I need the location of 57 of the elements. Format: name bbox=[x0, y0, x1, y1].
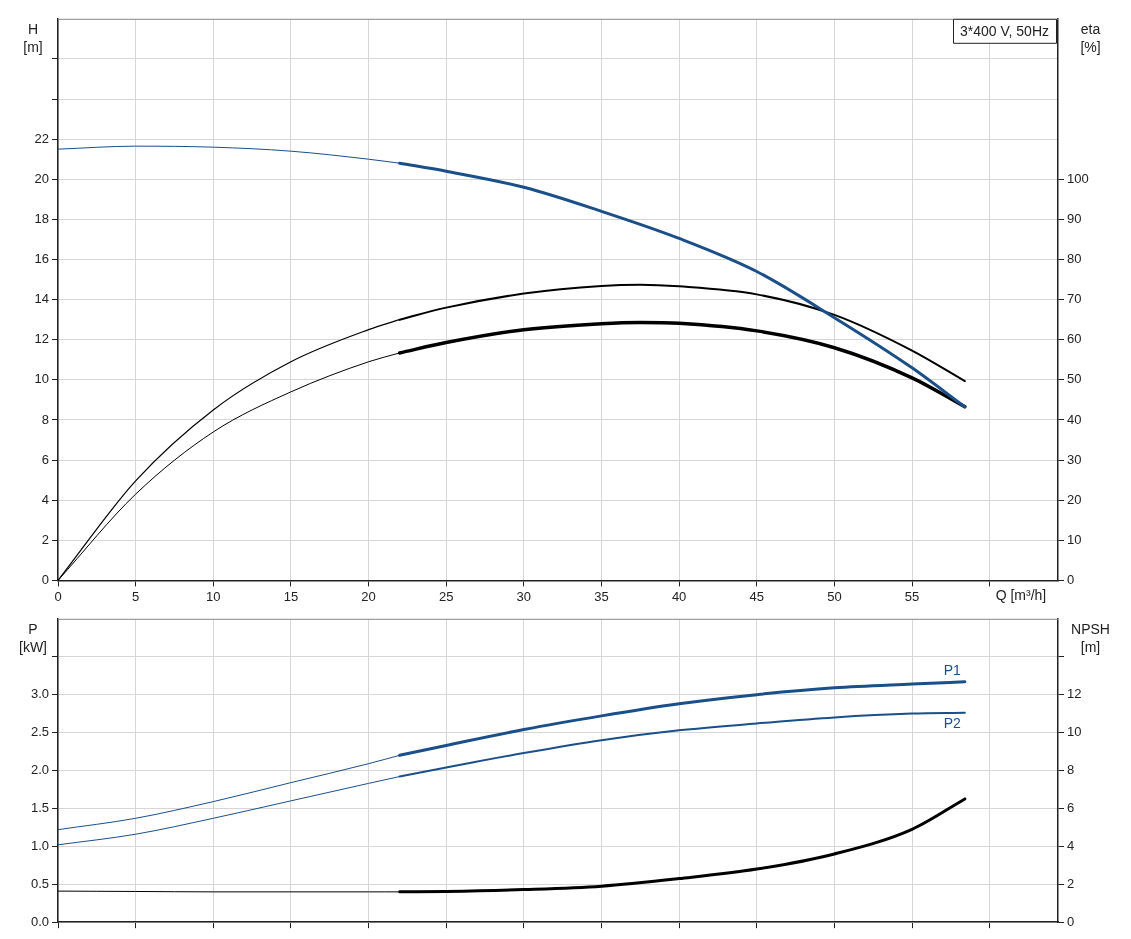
y-tick-label: 3.0 bbox=[30, 686, 49, 702]
y2-tick-label: 4 bbox=[1067, 837, 1075, 853]
y-tick-label: 6 bbox=[41, 451, 49, 467]
y-tick-label: 4 bbox=[41, 491, 49, 507]
x-tick-label: 30 bbox=[516, 588, 532, 604]
x-tick-label: 5 bbox=[132, 588, 140, 604]
y2-tick-label: 0 bbox=[1067, 571, 1075, 587]
y2-tick-label: 10 bbox=[1067, 531, 1082, 547]
y-axis-title: H [m] bbox=[23, 20, 43, 55]
x-tick-label: 20 bbox=[361, 588, 376, 604]
x-tick-label: 10 bbox=[206, 588, 221, 604]
y2-tick-label: 50 bbox=[1067, 371, 1082, 387]
x-tick-label: 55 bbox=[904, 588, 920, 604]
y2-tick-label: 6 bbox=[1067, 800, 1075, 815]
y-tick-label: 18 bbox=[34, 210, 49, 226]
y-tick-label: 14 bbox=[34, 291, 49, 307]
y-tick-label: 12 bbox=[34, 331, 49, 347]
x-tick-label: 50 bbox=[827, 588, 842, 604]
y-tick-label: 2 bbox=[41, 531, 49, 547]
y2-tick-label: 60 bbox=[1067, 331, 1082, 347]
y-tick-label: 16 bbox=[34, 251, 49, 267]
y2-tick-label: 70 bbox=[1067, 291, 1082, 307]
y2-axis-title: eta [%] bbox=[1080, 20, 1101, 55]
x-tick-label: 0 bbox=[54, 588, 62, 604]
y-tick-label: 10 bbox=[34, 371, 49, 387]
y-tick-label: 2.0 bbox=[30, 762, 49, 778]
y2-tick-label: 90 bbox=[1067, 210, 1082, 226]
y-tick-label: 2.5 bbox=[30, 724, 49, 740]
x-tick-label: 40 bbox=[671, 588, 687, 604]
y2-tick-label: 8 bbox=[1067, 762, 1075, 778]
y-axis-title: P [kW] bbox=[19, 620, 47, 655]
y-tick-label: 1.5 bbox=[30, 800, 49, 815]
x-tick-label: 15 bbox=[283, 588, 299, 604]
chart-title: 3*400 V, 50Hz bbox=[960, 22, 1049, 39]
y-tick-label: 22 bbox=[34, 130, 49, 146]
x-tick-label: 45 bbox=[749, 588, 764, 604]
x-axis-title: Q [m³/h] bbox=[995, 587, 1047, 604]
x-tick-label: 35 bbox=[594, 588, 609, 604]
x-tick-label: 25 bbox=[438, 588, 454, 604]
y-tick-label: 1.0 bbox=[30, 837, 49, 853]
y-tick-label: 8 bbox=[41, 411, 49, 427]
y2-tick-label: 20 bbox=[1067, 491, 1082, 507]
y-tick-label: 0.5 bbox=[30, 875, 49, 891]
y-tick-label: 0 bbox=[41, 571, 49, 587]
series-label: P1 bbox=[943, 661, 962, 678]
y2-tick-label: 30 bbox=[1067, 451, 1082, 467]
y2-tick-label: 10 bbox=[1067, 724, 1082, 740]
y2-tick-label: 2 bbox=[1067, 875, 1075, 891]
y-tick-label: 20 bbox=[34, 170, 49, 186]
y2-tick-label: 0 bbox=[1067, 913, 1075, 929]
y2-tick-label: 40 bbox=[1067, 411, 1082, 427]
series-label: P2 bbox=[943, 714, 962, 731]
y2-tick-label: 12 bbox=[1067, 686, 1082, 702]
y-tick-label: 0.0 bbox=[30, 913, 49, 929]
y2-tick-label: 80 bbox=[1067, 251, 1082, 267]
y2-axis-title: NPSH [m] bbox=[1071, 620, 1110, 655]
y2-tick-label: 100 bbox=[1067, 170, 1089, 186]
